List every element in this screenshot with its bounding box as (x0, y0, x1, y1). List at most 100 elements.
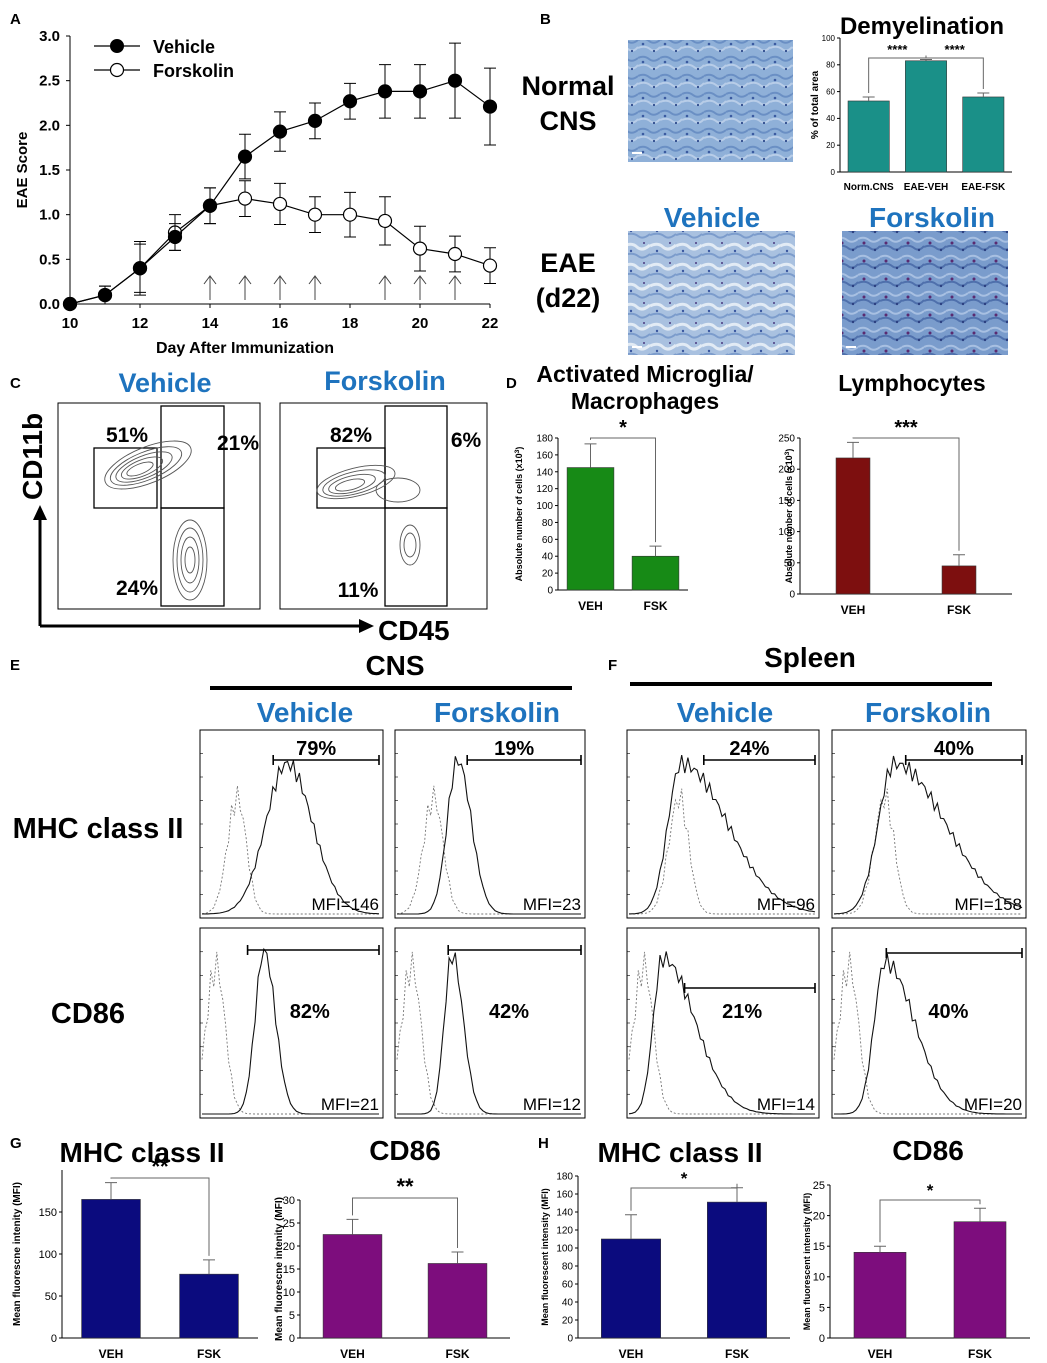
y-tick-label: 5 (289, 1310, 295, 1322)
vehicle-gate-lymphocytes (160, 507, 225, 607)
y-tick-label: 140 (536, 467, 553, 478)
category-label: EAE-VEH (904, 182, 948, 193)
y-tick-label: 20 (283, 1241, 295, 1253)
category-label: VEH (340, 1347, 365, 1361)
eae-vehicle-micrograph (628, 231, 795, 355)
category-label: VEH (99, 1347, 124, 1361)
vehicle-pct-macrophages: 21% (217, 432, 259, 455)
bar (707, 1201, 767, 1339)
histogram-cell: 21% MFI=14 (626, 927, 820, 1119)
isotype-curve (629, 788, 815, 915)
panel-letter-b: B (540, 11, 551, 28)
category-label: FSK (446, 1347, 470, 1361)
significance-label: **** (887, 42, 908, 57)
stained-curve (628, 951, 815, 1115)
gate-marker (885, 948, 1023, 958)
cd45-axis-label: CD45 (378, 615, 450, 646)
y-axis-title: Mean fluorescne intenity (MFI) (12, 1182, 23, 1326)
panel-letter-c: C (10, 375, 21, 392)
mfi-label: MFI=20 (964, 1095, 1022, 1114)
legend-marker-vehicle (110, 39, 124, 53)
chart-title: CD86 (369, 1135, 441, 1166)
spleen-header-rule (630, 682, 992, 686)
cd86-row-label: CD86 (51, 998, 125, 1030)
legend-marker-forskolin (109, 62, 125, 78)
data-point (447, 246, 463, 262)
y-tick-label: 3.0 (39, 28, 60, 45)
histogram-frame (626, 927, 820, 1119)
histogram-frame (394, 729, 586, 919)
y-tick-label: 0.0 (39, 296, 60, 313)
y-axis-title-superscript: 3 (784, 451, 791, 455)
y-tick-label: 80 (826, 61, 835, 70)
gate-percentage: 42% (489, 1001, 529, 1023)
y-axis-title: Absolute number of cells (x103) (784, 449, 795, 584)
cns-header: CNS (365, 650, 424, 681)
gate-marker (246, 945, 380, 955)
y-tick-label: 20 (562, 1316, 574, 1327)
y-tick-label: 50 (784, 558, 796, 569)
isotype-curve (201, 785, 379, 915)
bar (631, 555, 680, 591)
data-point (272, 124, 288, 139)
cns-cd86-mfi-bar-chart: 0 5 10 15 20 25 30 VEH FSK ** Mean fluorescne inte… (274, 1135, 510, 1361)
y-tick-label: 25 (813, 1180, 825, 1192)
data-point (272, 196, 288, 212)
vehicle-pct-lymphocytes: 24% (116, 577, 158, 600)
panel-b-vehicle-title: Vehicle (664, 202, 761, 233)
eae-score-line-chart: 0.0 0.5 1.0 1.5 2.0 2.5 3.0 10 12 14 16 18 20 22 Day A… (14, 28, 498, 357)
y-axis-title-end: ) (784, 449, 794, 452)
eae-forskolin-micrograph (842, 231, 1008, 355)
vehicle-series (62, 42, 498, 312)
y-tick-label: 120 (556, 1226, 573, 1237)
y-axis-title: Mean fluorescent intensity (MFI) (540, 1188, 550, 1326)
significance-label: * (927, 1181, 934, 1200)
x-tick-label: 20 (412, 315, 429, 332)
y-tick-label: 20 (826, 141, 835, 150)
y-tick-label: 180 (536, 434, 553, 445)
category-label: FSK (644, 599, 668, 613)
normal-cns-label-line1: Normal (521, 71, 614, 101)
category-label: FSK (947, 603, 971, 617)
y-axis-title-superscript: 3 (514, 449, 521, 453)
histogram-grid: 79% MFI=146 82% MFI=21 19% MFI=23 42% MFI=12 24%… (199, 729, 1027, 1119)
mfi-label: MFI=21 (321, 1095, 379, 1114)
forskolin-gate-lymphocytes (384, 507, 448, 607)
mfi-label: MFI=12 (523, 1095, 581, 1114)
x-axis-title: Day After Immunization (156, 340, 334, 357)
y-tick-label: 140 (556, 1208, 573, 1219)
cns-header-rule (210, 686, 572, 690)
significance-label: * (681, 1169, 688, 1188)
scale-bar (632, 152, 642, 154)
forskolin-pct-macrophages: 6% (451, 429, 482, 452)
gate-percentage: 40% (928, 1001, 968, 1023)
y-tick-label: 100 (778, 527, 795, 538)
y-axis-title-end: ) (514, 447, 524, 450)
category-label: FSK (968, 1347, 992, 1361)
y-tick-label: 10 (813, 1272, 825, 1284)
significance-bracket (110, 1177, 210, 1256)
histogram-frame (626, 729, 820, 919)
vehicle-gate-macrophages (160, 405, 225, 509)
panel-letter-a: A (10, 11, 21, 28)
spleen-forskolin-title: Forskolin (865, 697, 991, 728)
data-point (447, 73, 463, 88)
y-tick-label: 160 (556, 1190, 573, 1201)
normal-cns-micrograph (628, 40, 793, 162)
data-point (167, 229, 183, 245)
treatment-arrow-icon (448, 275, 462, 300)
y-tick-label: 0 (567, 1334, 573, 1345)
error-bar (105, 1182, 117, 1200)
mfi-label: MFI=146 (311, 895, 379, 914)
y-tick-label: 0 (51, 1333, 57, 1345)
error-bar (977, 92, 990, 97)
error-bar (974, 1207, 986, 1222)
normal-cns-label-line2: CNS (539, 106, 596, 136)
histogram-frame (831, 927, 1027, 1119)
gate-marker (466, 755, 582, 765)
spleen-cd86-mfi-bar-chart: 0 5 10 15 20 25 VEH FSK * Mean fluorescent intens… (802, 1135, 1030, 1361)
data-point (97, 287, 113, 303)
isotype-curve (628, 951, 815, 1115)
vehicle-contours (104, 440, 208, 601)
y-axis-title: % of total area (810, 70, 821, 139)
